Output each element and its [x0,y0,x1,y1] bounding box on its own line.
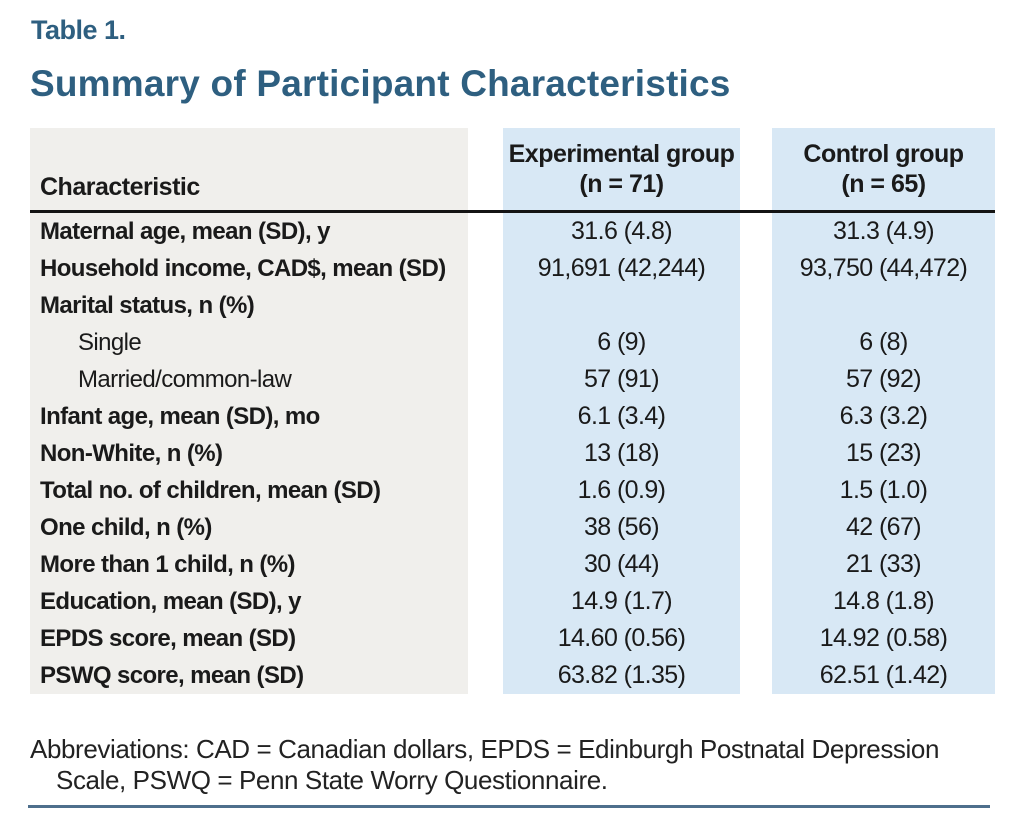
table-row: Total no. of children, mean (SD) 1.6 (0.… [30,472,995,509]
column-gap [740,509,772,546]
header-divider-rule [30,210,995,213]
experimental-value [503,287,740,324]
header-experimental-line1: Experimental group [508,140,735,168]
column-gap [468,509,503,546]
column-gap [740,657,772,694]
table-row: Education, mean (SD), y 14.9 (1.7) 14.8 … [30,583,995,620]
control-value: 14.8 (1.8) [772,583,995,620]
experimental-value: 91,691 (42,244) [503,250,740,287]
experimental-value: 14.9 (1.7) [503,583,740,620]
control-value: 31.3 (4.9) [772,213,995,250]
column-gap [740,620,772,657]
column-gap [468,657,503,694]
column-gap [468,287,503,324]
table-row: One child, n (%) 38 (56) 42 (67) [30,509,995,546]
abbreviations-footnote: Abbreviations: CAD = Canadian dollars, E… [30,734,940,795]
table-header-row: Characteristic Experimental group (n = 7… [30,128,995,210]
column-gap [740,128,772,210]
header-experimental-line2: (n = 71) [579,170,664,198]
header-experimental-group: Experimental group (n = 71) [503,128,740,210]
table-number-label: Table 1. [31,15,126,45]
column-gap [468,213,503,250]
column-gap [468,435,503,472]
participant-characteristics-table: Characteristic Experimental group (n = 7… [30,128,995,694]
control-value [772,287,995,324]
table-row: Marital status, n (%) [30,287,995,324]
page-title: Summary of Participant Characteristics [30,63,731,104]
control-value: 6 (8) [772,324,995,361]
header-control-line2: (n = 65) [841,170,926,198]
column-gap [468,250,503,287]
column-gap [468,324,503,361]
column-gap [740,583,772,620]
column-gap [740,435,772,472]
experimental-value: 30 (44) [503,546,740,583]
control-value: 14.92 (0.58) [772,620,995,657]
table-row: EPDS score, mean (SD) 14.60 (0.56) 14.92… [30,620,995,657]
column-gap [468,361,503,398]
row-label: Education, mean (SD), y [30,583,468,620]
row-label: More than 1 child, n (%) [30,546,468,583]
bottom-border-rule [28,805,990,808]
column-gap [740,546,772,583]
header-characteristic: Characteristic [30,128,468,210]
table-row: More than 1 child, n (%) 30 (44) 21 (33) [30,546,995,583]
experimental-value: 63.82 (1.35) [503,657,740,694]
control-value: 15 (23) [772,435,995,472]
experimental-value: 1.6 (0.9) [503,472,740,509]
control-value: 6.3 (3.2) [772,398,995,435]
column-gap [740,213,772,250]
experimental-value: 6 (9) [503,324,740,361]
header-control-line1: Control group [803,140,964,168]
row-label: PSWQ score, mean (SD) [30,657,468,694]
control-value: 62.51 (1.42) [772,657,995,694]
experimental-value: 14.60 (0.56) [503,620,740,657]
column-gap [740,472,772,509]
header-control-group: Control group (n = 65) [772,128,995,210]
row-label: Married/common-law [30,361,468,398]
column-gap [468,398,503,435]
column-gap [740,287,772,324]
column-gap [740,398,772,435]
control-value: 21 (33) [772,546,995,583]
column-gap [468,620,503,657]
row-label: Maternal age, mean (SD), y [30,213,468,250]
experimental-value: 31.6 (4.8) [503,213,740,250]
control-value: 93,750 (44,472) [772,250,995,287]
table-row: Married/common-law 57 (91) 57 (92) [30,361,995,398]
table-row: PSWQ score, mean (SD) 63.82 (1.35) 62.51… [30,657,995,694]
experimental-value: 13 (18) [503,435,740,472]
row-label: Household income, CAD$, mean (SD) [30,250,468,287]
column-gap [468,546,503,583]
control-value: 57 (92) [772,361,995,398]
control-value: 42 (67) [772,509,995,546]
row-label: EPDS score, mean (SD) [30,620,468,657]
row-label: Non-White, n (%) [30,435,468,472]
row-label: Infant age, mean (SD), mo [30,398,468,435]
page: Table 1. Summary of Participant Characte… [28,15,995,808]
table-row: Single 6 (9) 6 (8) [30,324,995,361]
row-label: Total no. of children, mean (SD) [30,472,468,509]
row-label: One child, n (%) [30,509,468,546]
column-gap [468,472,503,509]
column-gap [740,250,772,287]
table-row: Household income, CAD$, mean (SD) 91,691… [30,250,995,287]
experimental-value: 57 (91) [503,361,740,398]
table-row: Infant age, mean (SD), mo 6.1 (3.4) 6.3 … [30,398,995,435]
row-label: Marital status, n (%) [30,287,468,324]
row-label: Single [30,324,468,361]
column-gap [468,128,503,210]
experimental-value: 38 (56) [503,509,740,546]
column-gap [740,361,772,398]
control-value: 1.5 (1.0) [772,472,995,509]
experimental-value: 6.1 (3.4) [503,398,740,435]
table-row: Maternal age, mean (SD), y 31.6 (4.8) 31… [30,213,995,250]
table-row: Non-White, n (%) 13 (18) 15 (23) [30,435,995,472]
column-gap [740,324,772,361]
column-gap [468,583,503,620]
